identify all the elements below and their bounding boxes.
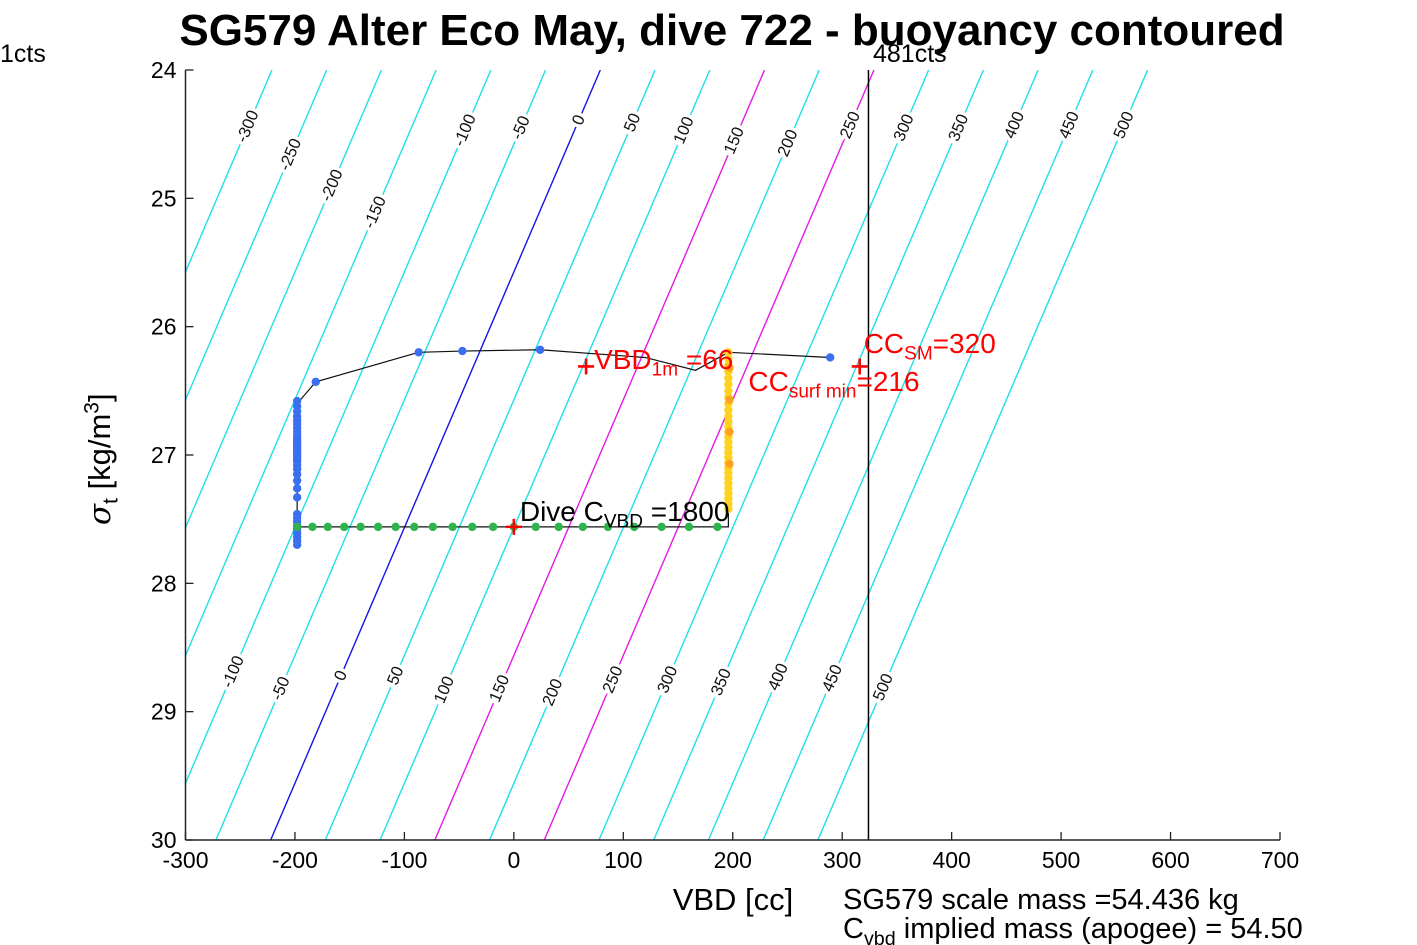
- svg-text:-300: -300: [233, 108, 262, 145]
- svg-text:300: 300: [823, 847, 861, 873]
- svg-text:350: 350: [945, 112, 972, 144]
- counts-axis-label-right: 481cts: [873, 40, 947, 68]
- counts-axis-label-left: 1cts: [0, 40, 46, 68]
- footer-subscript: vbd: [863, 927, 896, 945]
- svg-text:30: 30: [151, 827, 177, 853]
- svg-text:-100: -100: [450, 112, 479, 149]
- footer-implied-mass: Cvbd implied mass (apogee) = 54.50: [843, 913, 1303, 945]
- svg-text:25: 25: [151, 185, 177, 211]
- footer-text: implied mass (apogee) = 54.50: [895, 913, 1303, 945]
- svg-text:0: 0: [569, 112, 589, 127]
- units-superscript: 3: [80, 401, 104, 414]
- annotation-vbd-1m: VBD1m =66: [594, 346, 733, 380]
- bottom-leg-dots: [292, 522, 722, 532]
- annotation-text: Dive C: [519, 495, 604, 527]
- contour-lines: [185, 70, 1149, 840]
- svg-text:250: 250: [599, 663, 626, 695]
- annotation-subscript: 1m: [651, 360, 679, 382]
- annotation-cc-sm: CCSM=320: [864, 330, 996, 364]
- svg-text:0: 0: [507, 847, 520, 873]
- apogee-pump-warm-dots: [725, 363, 734, 469]
- annotation-subscript: VBD: [603, 511, 643, 533]
- svg-text:150: 150: [721, 124, 748, 156]
- svg-text:300: 300: [890, 112, 917, 144]
- svg-text:200: 200: [539, 676, 566, 708]
- y-tick-labels: 24 25 26 27 28 29 30: [151, 57, 194, 853]
- footer-scale-mass: SG579 scale mass =54.436 kg: [843, 884, 1239, 916]
- svg-text:500: 500: [1042, 847, 1080, 873]
- annotation-text: VBD: [594, 344, 652, 376]
- svg-text:100: 100: [604, 847, 642, 873]
- axes: [184, 70, 1280, 841]
- svg-text:28: 28: [151, 570, 177, 596]
- svg-text:300: 300: [654, 663, 681, 695]
- y-axis-label: σt [kg/m3]: [81, 309, 124, 609]
- annotation-cc-surf-min: CCsurf min=216: [748, 368, 919, 402]
- surface-drift-dots: [311, 345, 835, 387]
- annotation-text: =216: [856, 366, 920, 398]
- annotation-subscript: SM: [904, 344, 933, 366]
- svg-text:-250: -250: [276, 136, 305, 173]
- svg-text:50: 50: [621, 111, 645, 135]
- svg-text:29: 29: [151, 699, 177, 725]
- svg-text:27: 27: [151, 442, 177, 468]
- svg-text:100: 100: [431, 674, 458, 706]
- svg-text:150: 150: [486, 672, 513, 704]
- svg-text:400: 400: [1001, 109, 1028, 141]
- units-text: ]: [82, 393, 118, 402]
- svg-text:-200: -200: [317, 167, 346, 204]
- annotation-text: CC: [748, 366, 789, 398]
- svg-text:400: 400: [765, 661, 792, 693]
- svg-text:500: 500: [1110, 109, 1137, 141]
- x-axis-label: VBD [cc]: [672, 882, 794, 917]
- svg-text:600: 600: [1151, 847, 1189, 873]
- svg-text:-200: -200: [272, 847, 318, 873]
- svg-text:250: 250: [837, 109, 864, 141]
- svg-text:200: 200: [714, 847, 752, 873]
- svg-text:-100: -100: [218, 653, 247, 690]
- units-text: [kg/m: [82, 413, 118, 499]
- svg-text:-50: -50: [508, 113, 534, 142]
- svg-text:26: 26: [151, 314, 177, 340]
- svg-text:350: 350: [708, 666, 735, 698]
- svg-text:0: 0: [331, 668, 351, 683]
- x-tick-labels: -300 -200 -100 0 100 200 300 400 500 600 700: [162, 832, 1299, 873]
- sigma-symbol: σ: [82, 503, 119, 526]
- svg-text:-150: -150: [360, 194, 389, 231]
- footer-text: C: [843, 913, 864, 945]
- svg-text:450: 450: [819, 662, 846, 694]
- sigma-subscript: t: [99, 498, 123, 504]
- svg-text:-50: -50: [268, 674, 294, 703]
- annotation-text: =320: [932, 328, 996, 360]
- annotation-text: =66: [678, 344, 734, 376]
- svg-text:700: 700: [1261, 847, 1299, 873]
- chart-title: SG579 Alter Eco May, dive 722 - buoyancy…: [179, 6, 1285, 55]
- annotation-dive-cvbd: Dive CVBD =1800: [519, 495, 730, 533]
- svg-text:400: 400: [932, 847, 970, 873]
- svg-text:-100: -100: [381, 847, 427, 873]
- svg-text:500: 500: [870, 671, 897, 703]
- svg-text:-300: -300: [162, 847, 208, 873]
- svg-text:50: 50: [384, 664, 408, 688]
- annotation-text: CC: [863, 328, 905, 360]
- plus-markers: [505, 358, 868, 535]
- svg-text:100: 100: [670, 114, 697, 146]
- svg-text:24: 24: [151, 57, 177, 83]
- annotation-text: =1800: [643, 495, 730, 527]
- svg-text:200: 200: [774, 127, 801, 159]
- svg-text:450: 450: [1056, 109, 1083, 141]
- contour-labels: -300 -250 -200 -150 -100 -50 0 50 100 150 200 250 30…: [215, 104, 1141, 712]
- annotation-subscript: surf min: [788, 382, 857, 404]
- scatter-dots: [292, 345, 835, 550]
